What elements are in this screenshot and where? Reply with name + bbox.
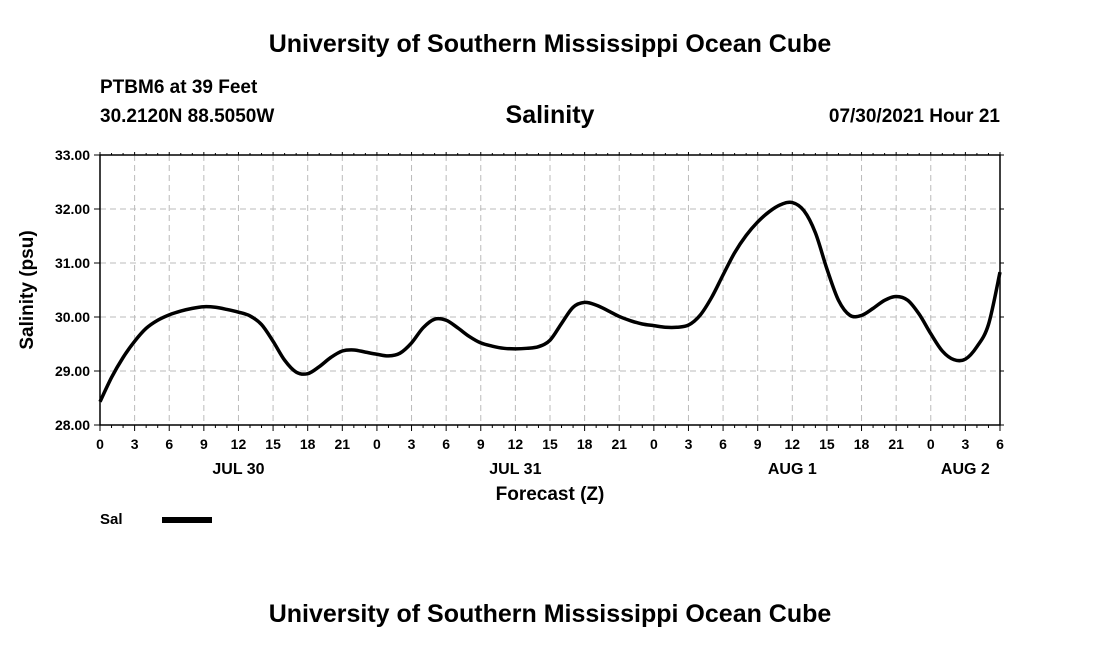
x-tick-label: 3 — [131, 436, 139, 452]
x-tick-label: 21 — [611, 436, 627, 452]
x-tick-label: 18 — [854, 436, 870, 452]
x-tick-label: 6 — [719, 436, 727, 452]
x-tick-label: 9 — [754, 436, 762, 452]
x-tick-label: 3 — [408, 436, 416, 452]
station-coordinates: 30.2120N 88.5050W — [100, 106, 275, 127]
date-label: JUL 31 — [489, 461, 541, 478]
legend-swatch — [162, 517, 212, 523]
x-tick-label: 18 — [577, 436, 593, 452]
x-tick-label: 18 — [300, 436, 316, 452]
y-tick-label: 28.00 — [55, 417, 90, 433]
station-label: PTBM6 at 39 Feet — [100, 77, 258, 98]
chart-footer-title: University of Southern Mississippi Ocean… — [268, 600, 832, 628]
x-tick-label: 12 — [785, 436, 801, 452]
y-tick-label: 29.00 — [55, 363, 90, 379]
x-tick-label: 9 — [477, 436, 485, 452]
chart-title: Salinity — [505, 101, 595, 129]
x-tick-label: 21 — [335, 436, 351, 452]
x-tick-label: 15 — [542, 436, 558, 452]
x-tick-label: 0 — [373, 436, 381, 452]
date-label: AUG 1 — [768, 461, 817, 478]
forecast-datetime: 07/30/2021 Hour 21 — [828, 106, 1000, 127]
x-tick-label: 3 — [961, 436, 969, 452]
y-tick-label: 31.00 — [55, 255, 90, 271]
date-label: JUL 30 — [212, 461, 264, 478]
x-tick-label: 15 — [819, 436, 835, 452]
x-tick-label: 0 — [927, 436, 935, 452]
y-tick-label: 32.00 — [55, 201, 90, 217]
x-tick-label: 6 — [442, 436, 450, 452]
y-axis-label: Salinity (psu) — [17, 230, 38, 349]
axis-layer: 0 3 6 9 12 15 18 21 0 3 6 9 12 15 18 21 0 3 6 9 12 15 18 21 0 3 6 2… — [55, 147, 1004, 478]
x-tick-label: 15 — [265, 436, 281, 452]
grid-layer — [100, 155, 1000, 425]
plot-frame — [99, 154, 1001, 426]
x-tick-label: 0 — [96, 436, 104, 452]
x-tick-label: 3 — [685, 436, 693, 452]
date-label: AUG 2 — [941, 461, 990, 478]
y-tick-label: 33.00 — [55, 147, 90, 163]
x-tick-label: 21 — [888, 436, 904, 452]
series-line-sal — [98, 200, 1002, 403]
x-tick-label: 9 — [200, 436, 208, 452]
x-axis-label: Forecast (Z) — [496, 484, 605, 505]
y-tick-label: 30.00 — [55, 309, 90, 325]
x-tick-label: 6 — [996, 436, 1004, 452]
x-tick-label: 6 — [165, 436, 173, 452]
legend-label: Sal — [100, 511, 123, 528]
x-tick-label: 12 — [231, 436, 247, 452]
chart-header-title: University of Southern Mississippi Ocean… — [268, 30, 832, 58]
x-tick-label: 0 — [650, 436, 658, 452]
x-tick-label: 12 — [508, 436, 524, 452]
